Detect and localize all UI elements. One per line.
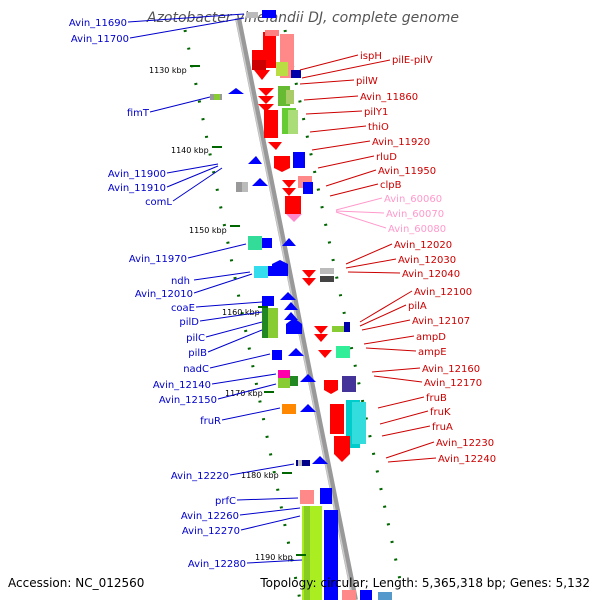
gene-label: Avin_11910 — [108, 183, 166, 194]
svg-text:1190 kbp: 1190 kbp — [255, 553, 293, 562]
scale-mark: 1130 kbp — [149, 65, 200, 75]
gene-label: fruK — [430, 407, 451, 418]
gene-label: fruB — [426, 393, 447, 404]
gene-label: fruR — [200, 416, 221, 427]
gene-label: pilE-pilV — [392, 55, 433, 66]
gene-label: Avin_12040 — [402, 269, 460, 280]
gene-label: pilB — [188, 348, 207, 359]
scale-mark: 1180 kbp — [241, 471, 292, 480]
gene-label: pilC — [186, 333, 205, 344]
guide-track-right — [283, 29, 402, 581]
left-label-texts: Avin_11690 Avin_11700 fimT Avin_11900 Av… — [69, 18, 246, 570]
gene-label: Avin_12100 — [414, 287, 472, 298]
gene-label: coaE — [171, 303, 195, 314]
right-label-texts: ispH pilE-pilV pilW Avin_11860 pilY1 thi… — [356, 51, 496, 465]
pink-label-texts: Avin_60060 Avin_60070 Avin_60080 — [384, 194, 446, 235]
gene-label: Avin_11950 — [378, 166, 436, 177]
gene-label: Avin_12010 — [135, 289, 193, 300]
gene-label: Avin_12020 — [394, 240, 452, 251]
gene-label: Avin_12030 — [398, 255, 456, 266]
scale-mark: 1140 kbp — [171, 146, 222, 155]
gene-label: Avin_12280 — [188, 559, 246, 570]
gene-label: Avin_60080 — [388, 224, 446, 235]
svg-text:1180 kbp: 1180 kbp — [241, 471, 279, 480]
gene-label: ampE — [418, 347, 447, 358]
gene-label: ndh — [171, 276, 190, 287]
gene-label: thiO — [368, 122, 389, 133]
gene-label: pilA — [408, 301, 427, 312]
gene-label: Avin_12160 — [422, 364, 480, 375]
gene-label: Avin_12230 — [436, 438, 494, 449]
scale-mark: 1170 kbp — [225, 389, 274, 398]
gene-label: Avin_11920 — [372, 137, 430, 148]
scale-mark: 1150 kbp — [189, 225, 240, 235]
gene-features — [210, 10, 392, 600]
gene-label: Avin_11900 — [108, 169, 166, 180]
gene-label: rluD — [376, 152, 397, 163]
gene-label: ampD — [416, 332, 446, 343]
gene-label: Avin_12270 — [182, 526, 240, 537]
gene-label: Avin_11690 — [69, 18, 127, 29]
scale-mark: 1190 kbp — [255, 553, 306, 562]
svg-text:1150 kbp: 1150 kbp — [189, 226, 227, 235]
gene-label: fimT — [127, 108, 150, 119]
scale-mark: 1160 kbp — [222, 306, 268, 317]
gene-label: pilW — [356, 76, 378, 87]
gene-label: Avin_12260 — [181, 511, 239, 522]
scale-marks: 1130 kbp 1140 kbp 1150 kbp 1160 kbp 1170… — [149, 65, 306, 562]
gene-label: Avin_11860 — [360, 92, 418, 103]
gene-label: prfC — [215, 496, 236, 507]
svg-text:1130 kbp: 1130 kbp — [149, 66, 187, 75]
gene-label: nadC — [183, 364, 209, 375]
gene-label: Avin_60070 — [386, 209, 444, 220]
right-labels — [299, 54, 437, 463]
gene-label: Avin_12240 — [438, 454, 496, 465]
gene-label: fruA — [432, 422, 453, 433]
gene-label: Avin_12220 — [171, 471, 229, 482]
topology-text: Topology: circular; Length: 5,365,318 bp… — [259, 576, 590, 590]
gene-label: pilD — [179, 317, 199, 328]
left-labels — [127, 13, 303, 564]
gene-label: ispH — [360, 51, 382, 62]
pink-labels — [335, 197, 387, 229]
gene-label: clpB — [380, 180, 402, 191]
gene-label: Avin_12150 — [159, 395, 217, 406]
gene-label: Avin_12140 — [153, 380, 211, 391]
svg-text:1160 kbp: 1160 kbp — [222, 308, 260, 317]
gene-label: Avin_12107 — [412, 316, 470, 327]
gene-label: Avin_12170 — [424, 378, 482, 389]
gene-label: Avin_11700 — [71, 34, 129, 45]
svg-text:1170 kbp: 1170 kbp — [225, 389, 263, 398]
gene-label: Avin_11970 — [129, 254, 187, 265]
map-title: Azotobacter vinelandii DJ, complete geno… — [146, 10, 459, 26]
gene-label: pilY1 — [364, 107, 388, 118]
gene-label: comL — [145, 197, 172, 208]
svg-text:1140 kbp: 1140 kbp — [171, 146, 209, 155]
accession-text: Accession: NC_012560 — [8, 576, 144, 590]
gene-label: Avin_60060 — [384, 194, 442, 205]
